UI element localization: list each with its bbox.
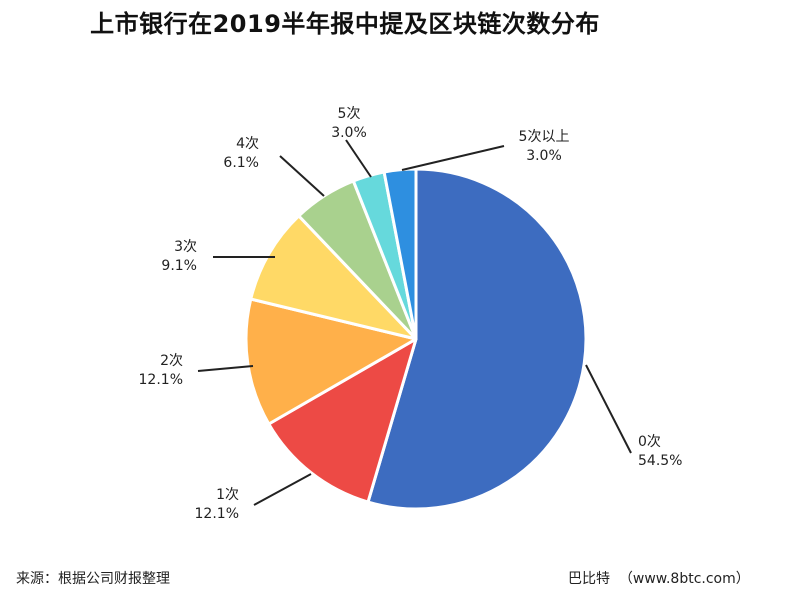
pie-slice-6	[382, 167, 418, 341]
slice-percent-label-0: 54.5%	[638, 453, 682, 469]
slice-category-label-3: 3次	[174, 239, 197, 255]
slice-percent-label-2: 12.1%	[139, 372, 183, 388]
credit-note: 巴比特 （www.8btc.com）	[568, 571, 750, 587]
chart-title: 上市银行在2019半年报中提及区块链次数分布	[90, 10, 600, 38]
slice-labels: 0次 54.5% 1次 12.1% 2次 12.1% 3次 9.1% 4次 6.1% 5次 3.0% 5…	[139, 106, 683, 522]
slice-category-label-4: 4次	[236, 136, 259, 152]
pie-slice-0	[366, 167, 588, 511]
slice-percent-label-5: 3.0%	[331, 125, 367, 141]
slice-percent-label-3: 9.1%	[161, 258, 197, 274]
slice-percent-label-1: 12.1%	[195, 506, 239, 522]
pie-slice-2	[244, 297, 418, 426]
slice-category-label-5: 5次	[338, 106, 361, 122]
leader-line-4	[279, 155, 325, 197]
leader-lines	[197, 139, 632, 506]
slice-category-label-1: 1次	[216, 487, 239, 503]
pie-slices	[244, 167, 588, 511]
leader-line-2	[197, 365, 254, 372]
leader-line-0	[585, 364, 632, 454]
pie-slice-1	[267, 337, 418, 504]
source-note: 来源：根据公司财报整理	[16, 571, 170, 587]
slice-percent-label-6: 3.0%	[526, 148, 562, 164]
leader-line-5	[345, 139, 372, 178]
slice-category-label-2: 2次	[160, 353, 183, 369]
slice-category-label-0: 0次	[638, 434, 661, 450]
leader-line-6	[401, 145, 505, 171]
pie-slice-3	[249, 214, 418, 341]
slice-category-label-6: 5次以上	[519, 129, 570, 145]
leader-line-1	[253, 473, 312, 506]
slice-percent-label-4: 6.1%	[223, 155, 259, 171]
